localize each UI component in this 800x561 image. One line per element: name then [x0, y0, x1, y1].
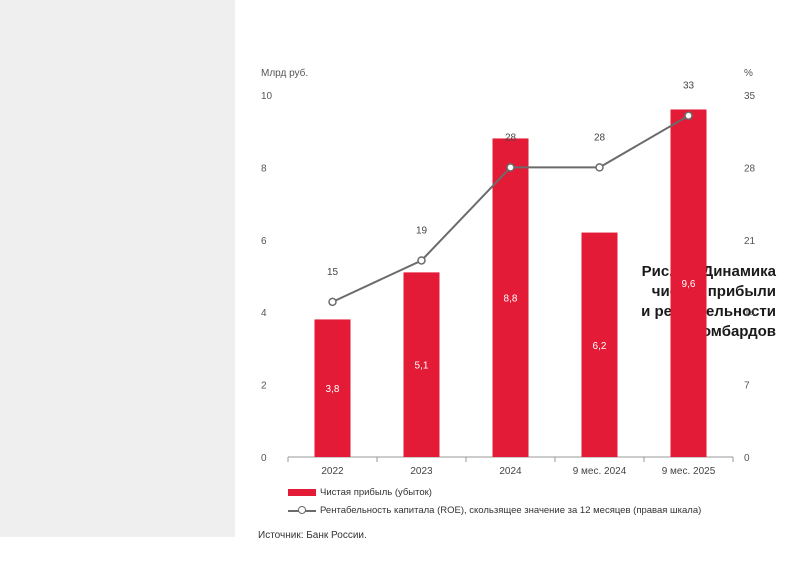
bar-value-label: 6,2	[593, 341, 607, 352]
legend-line-label: Рентабельность капитала (ROE), скользяще…	[320, 505, 702, 516]
right-axis-tick: 35	[744, 91, 756, 102]
source-note: Источник: Банк России.	[258, 530, 367, 541]
bar	[581, 232, 618, 457]
bar-value-label: 5,1	[415, 361, 429, 372]
left-axis-tick: 0	[261, 453, 267, 464]
left-axis-tick: 2	[261, 381, 267, 392]
roe-point	[417, 256, 426, 265]
category-label: 9 мес. 2025	[662, 466, 716, 477]
roe-value-label: 33	[683, 81, 695, 92]
bar	[492, 138, 529, 457]
bar	[314, 319, 351, 457]
right-axis-tick: 0	[744, 453, 750, 464]
roe-value-label: 28	[594, 132, 606, 143]
left-axis-unit: Млрд руб.	[261, 67, 308, 79]
roe-point	[595, 163, 604, 172]
bar-value-label: 9,6	[682, 279, 696, 290]
category-label: 2022	[321, 466, 344, 477]
roe-point	[328, 297, 337, 307]
legend-bar-label: Чистая прибыль (убыток)	[320, 487, 432, 498]
bar	[403, 272, 440, 457]
bar-value-label: 8,8	[504, 294, 518, 305]
legend-bar-swatch	[288, 489, 316, 496]
left-axis-tick: 4	[261, 308, 267, 319]
right-axis-tick: 28	[744, 163, 756, 174]
legend-marker-icon	[298, 506, 306, 514]
right-axis-tick: 21	[744, 236, 756, 247]
right-axis-tick: 7	[744, 381, 750, 392]
left-axis-tick: 8	[261, 163, 267, 174]
roe-point	[506, 163, 515, 172]
bar-value-label: 3,8	[326, 384, 340, 395]
category-label: 2023	[410, 466, 433, 477]
roe-value-label: 15	[327, 267, 339, 278]
right-axis-unit: %	[744, 68, 753, 79]
bar	[670, 109, 707, 457]
left-axis-tick: 6	[261, 236, 267, 247]
category-label: 9 мес. 2024	[573, 466, 627, 477]
roe-point	[684, 111, 693, 120]
caption-line: ломбардов	[692, 323, 777, 340]
roe-value-label: 19	[416, 225, 428, 236]
right-axis-tick: 14	[744, 308, 756, 319]
left-panel	[0, 0, 235, 537]
category-label: 2024	[499, 466, 522, 477]
roe-value-label: 28	[505, 132, 517, 143]
left-axis-tick: 10	[261, 91, 273, 102]
